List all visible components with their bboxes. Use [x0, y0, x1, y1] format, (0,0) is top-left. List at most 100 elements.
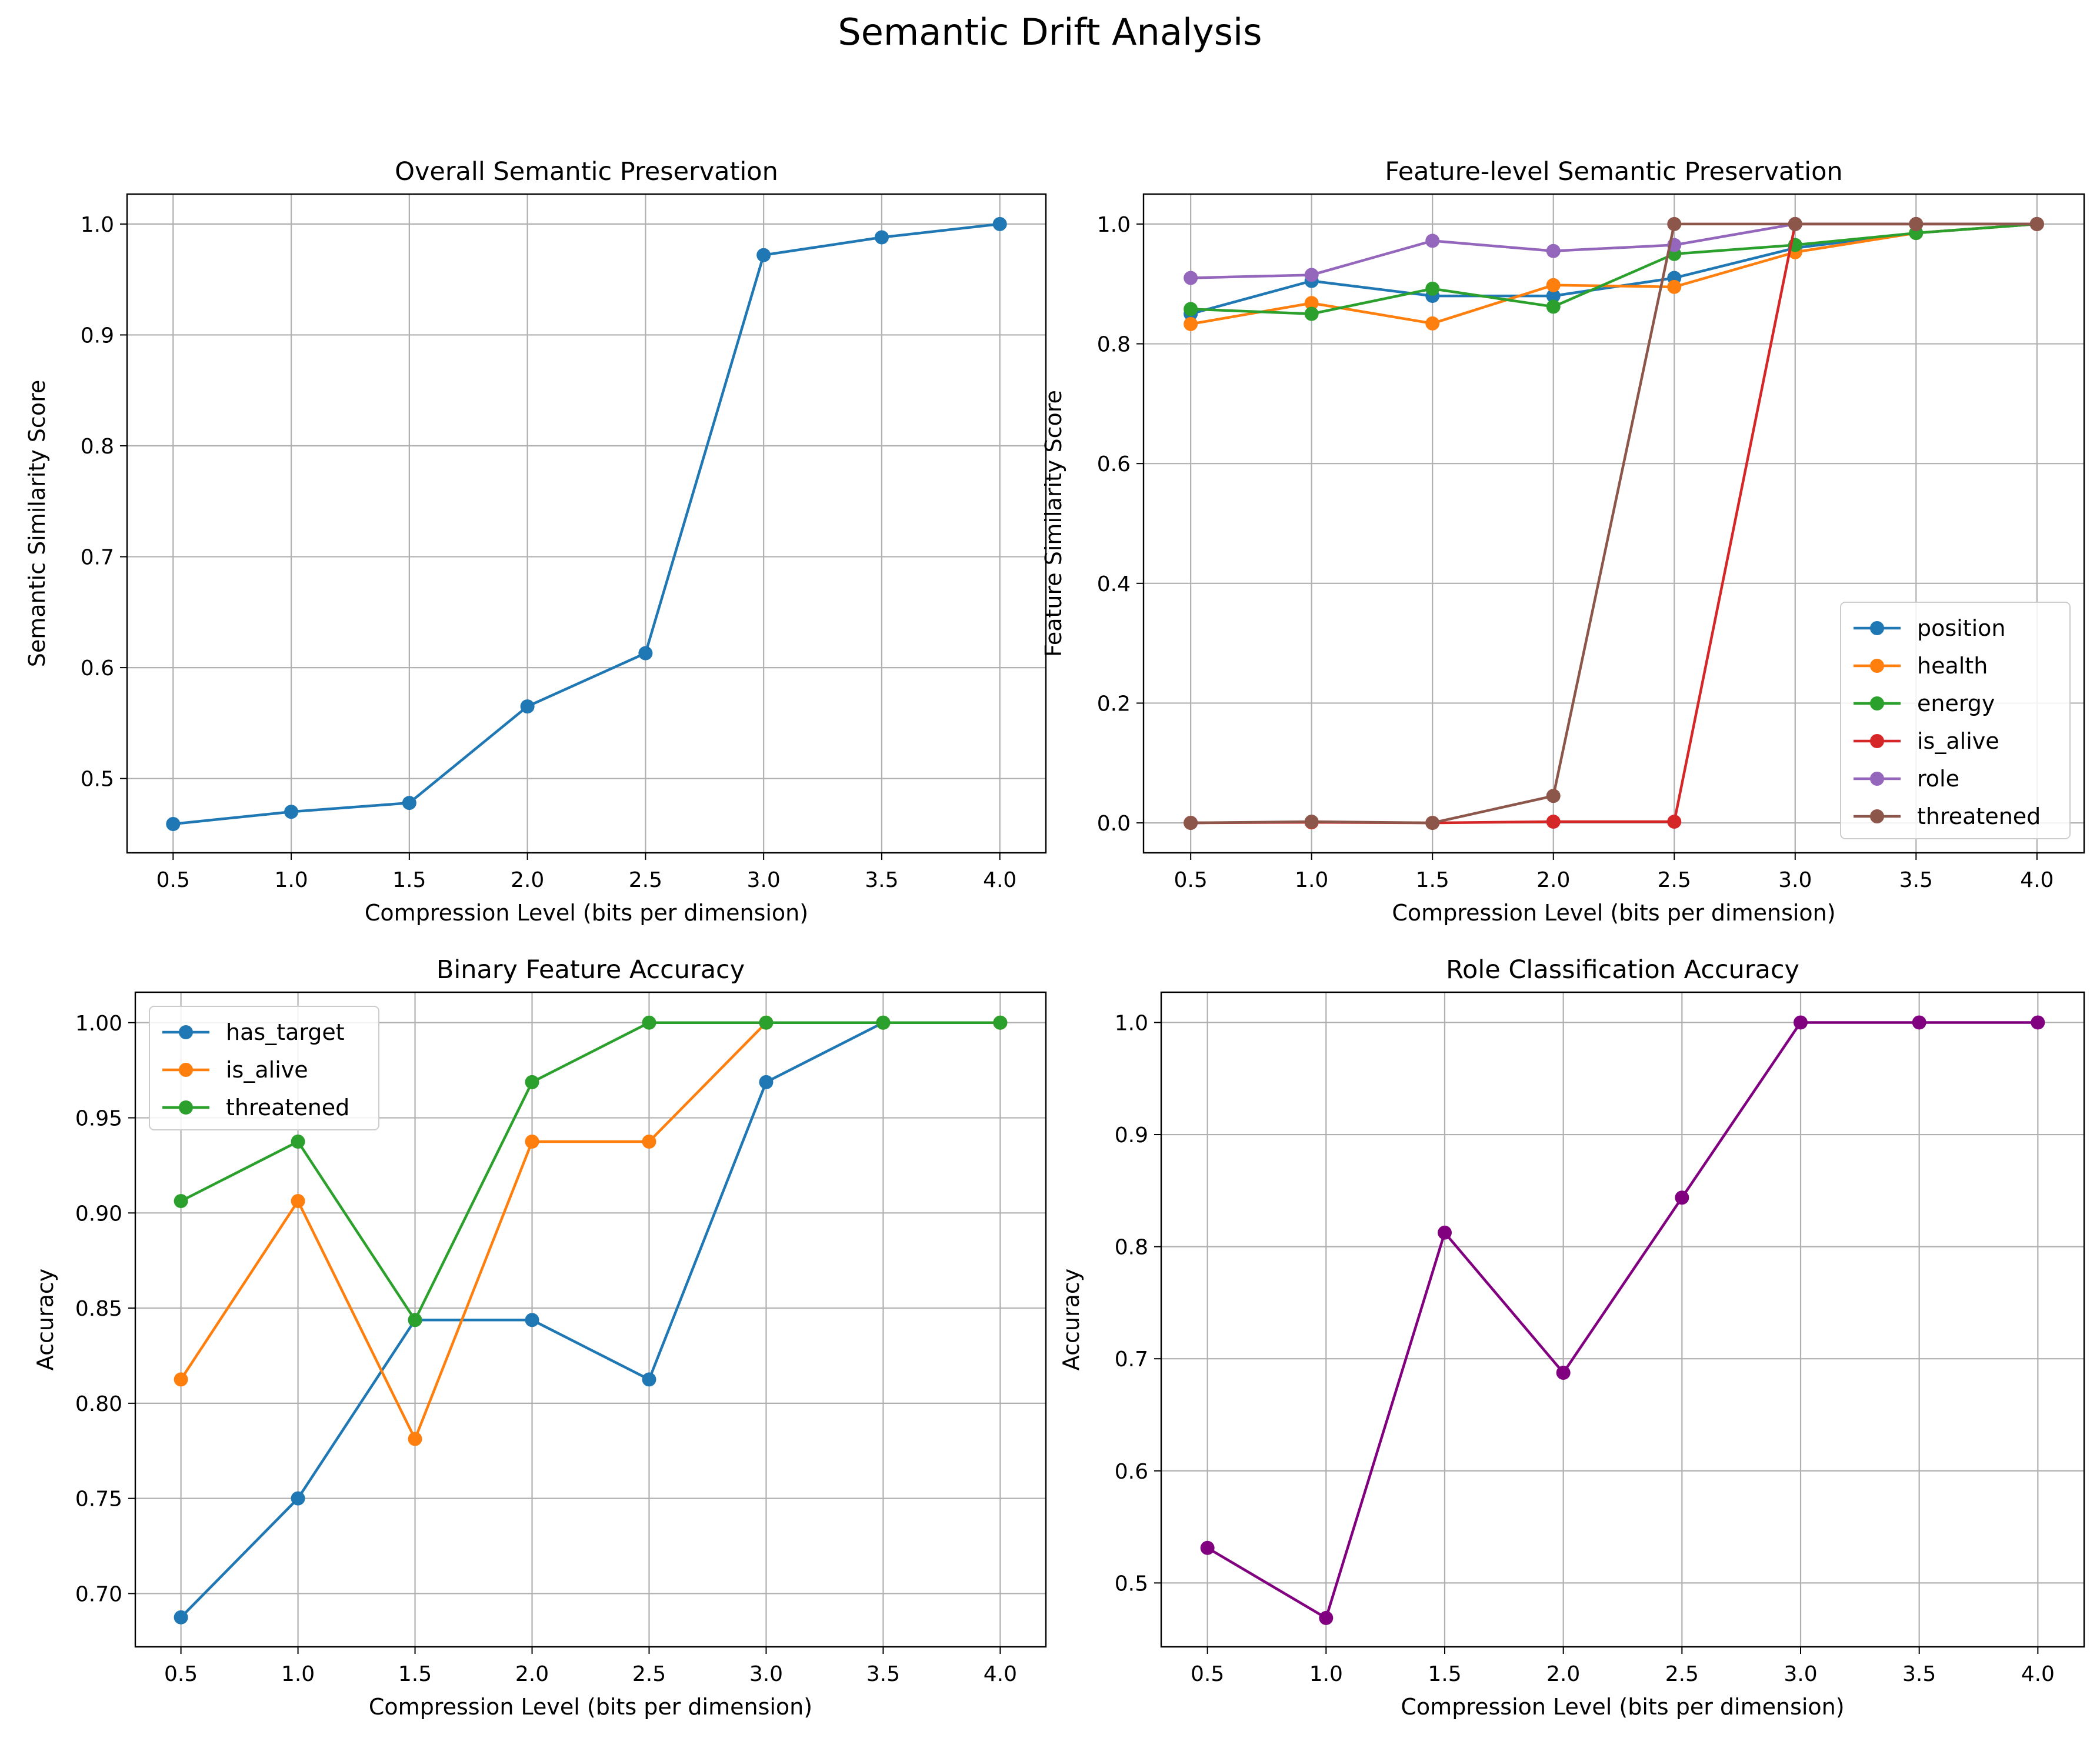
figure-title: Semantic Drift Analysis: [838, 11, 1262, 54]
x-tick-label: 1.5: [398, 1662, 432, 1686]
x-tick-label: 0.5: [1191, 1662, 1224, 1686]
data-point-health: [1184, 316, 1198, 331]
legend-swatch-marker: [1870, 809, 1884, 823]
x-tick-label: 1.0: [1309, 1662, 1343, 1686]
legend-label: position: [1917, 615, 2006, 641]
data-point-position: [1546, 289, 1561, 303]
data-point-series-0: [1794, 1015, 1808, 1030]
chart-title: Binary Feature Accuracy: [436, 955, 745, 985]
chart-title: Feature-level Semantic Preservation: [1385, 157, 1842, 186]
y-tick-label: 0.6: [1097, 452, 1131, 476]
y-tick-label: 0.8: [1115, 1236, 1148, 1260]
y-tick-label: 1.00: [75, 1012, 122, 1036]
y-axis-label: Feature Similarity Score: [1041, 390, 1066, 657]
data-point-role: [1184, 271, 1198, 285]
y-axis-label: Accuracy: [1058, 1269, 1084, 1371]
legend-label: has_target: [226, 1019, 345, 1045]
chart-overall-semantic-preservation: 0.5 1.0 1.5 2.0 2.5 3.0 3.5 4.0 0.5 0.6 0.7 0.8 0.9 1…: [24, 157, 1047, 926]
y-tick-label: 0.7: [1115, 1347, 1148, 1372]
legend-swatch-marker: [1870, 659, 1884, 673]
legend-swatch-marker: [179, 1100, 193, 1115]
x-tick-label: 4.0: [2020, 868, 2054, 892]
legend-label: energy: [1917, 690, 1995, 716]
legend-swatch-marker: [1870, 734, 1884, 748]
x-tick-label: 2.0: [1546, 1662, 1580, 1686]
legend-swatch-marker: [179, 1025, 193, 1039]
data-point-threatened: [1909, 216, 1924, 231]
data-point-threatened: [1788, 216, 1802, 231]
y-tick-label: 1.0: [1115, 1011, 1148, 1035]
data-point-series-0: [1437, 1225, 1452, 1240]
data-point-series-0: [284, 805, 299, 819]
x-tick-label: 3.0: [1778, 868, 1812, 892]
x-tick-label: 3.5: [865, 868, 898, 892]
data-point-has-target: [291, 1491, 305, 1506]
x-tick-label: 4.0: [983, 868, 1016, 892]
legend-label: role: [1917, 766, 1959, 792]
data-point-health: [1425, 316, 1440, 331]
y-tick-label: 0.8: [1097, 333, 1131, 357]
data-point-series-0: [1556, 1366, 1571, 1380]
data-point-series-0: [1319, 1610, 1334, 1625]
legend-label: is_alive: [1917, 728, 1999, 754]
series-line-has-target: [179, 1021, 1001, 1619]
data-point-is-alive: [642, 1134, 656, 1149]
data-point-has-target: [174, 1610, 188, 1624]
x-tick-label: 1.5: [392, 868, 426, 892]
y-tick-label: 0.7: [81, 546, 114, 570]
data-point-role: [1304, 268, 1319, 282]
series-line-threatened: [1191, 222, 2037, 825]
y-tick-label: 0.5: [81, 768, 114, 792]
y-tick-label: 0.85: [75, 1297, 122, 1321]
x-axis-label: Compression Level (bits per dimension): [1401, 1694, 1844, 1720]
x-tick-label: 3.0: [1784, 1662, 1817, 1686]
data-point-energy: [1184, 302, 1198, 316]
x-tick-label: 2.0: [515, 1662, 549, 1686]
axes-frame: [1160, 991, 2085, 1648]
x-axis-label: Compression Level (bits per dimension): [1392, 900, 1835, 926]
y-tick-label: 0.0: [1097, 812, 1131, 836]
x-tick-label: 3.0: [747, 868, 781, 892]
x-tick-label: 4.0: [2021, 1662, 2055, 1686]
data-point-is-alive: [174, 1372, 188, 1387]
chart-binary-feature-accuracy: 0.5 1.0 1.5 2.0 2.5 3.0 3.5 4.0 0.70 0.75 0.80 0.85…: [32, 955, 1047, 1720]
x-tick-label: 2.5: [629, 868, 662, 892]
series-line-series-0: [173, 222, 1000, 826]
x-tick-label: 2.5: [632, 1662, 666, 1686]
x-tick-label: 3.5: [1902, 1662, 1936, 1686]
legend-label: is_alive: [226, 1057, 308, 1083]
x-axis-label: Compression Level (bits per dimension): [369, 1694, 812, 1720]
data-point-threatened: [1184, 816, 1198, 830]
y-tick-label: 0.6: [1115, 1460, 1148, 1484]
data-point-energy: [1304, 306, 1319, 321]
x-tick-label: 3.0: [749, 1662, 783, 1686]
x-tick-label: 1.0: [1295, 868, 1328, 892]
y-tick-label: 0.4: [1097, 572, 1131, 596]
y-tick-label: 0.90: [75, 1202, 122, 1226]
x-tick-label: 0.5: [164, 1662, 198, 1686]
x-tick-label: 1.0: [281, 1662, 315, 1686]
y-tick-label: 0.2: [1097, 692, 1131, 716]
data-point-threatened: [2029, 216, 2044, 231]
data-point-health: [1667, 279, 1682, 294]
data-point-series-0: [638, 646, 653, 660]
axes-frame: [1142, 193, 2085, 854]
series-line-energy: [1191, 222, 2038, 315]
y-tick-label: 0.8: [81, 435, 114, 459]
x-tick-label: 1.5: [1428, 1662, 1461, 1686]
chart-title: Overall Semantic Preservation: [395, 157, 778, 186]
x-axis-label: Compression Level (bits per dimension): [365, 900, 808, 926]
data-point-is-alive: [1667, 815, 1682, 829]
data-point-series-0: [1200, 1540, 1215, 1555]
data-point-series-0: [402, 796, 416, 810]
data-point-role: [1425, 233, 1440, 248]
data-point-threatened: [642, 1015, 656, 1030]
x-tick-label: 0.5: [156, 868, 190, 892]
y-tick-label: 0.9: [1115, 1123, 1148, 1147]
axes-frame: [134, 991, 1047, 1648]
data-point-series-0: [992, 216, 1007, 231]
x-tick-label: 2.0: [1536, 868, 1570, 892]
data-point-health: [1304, 296, 1319, 311]
legend-swatch-marker: [179, 1063, 193, 1077]
data-point-series-0: [2031, 1015, 2045, 1030]
